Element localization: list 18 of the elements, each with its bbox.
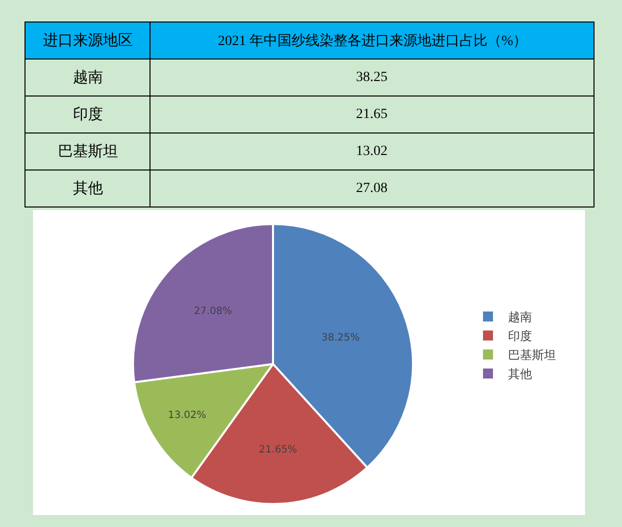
legend-label: 其他 [508, 367, 532, 382]
legend-label: 越南 [508, 310, 532, 324]
text: 13.02 [356, 144, 388, 159]
text: 进口来源地区 [43, 32, 133, 49]
text: 27.08 [356, 181, 388, 196]
category-label: 越南 [73, 70, 103, 86]
data-label: 38.25% [321, 332, 360, 344]
category-label: 巴基斯坦 [58, 144, 118, 160]
text: 21.65 [356, 107, 388, 122]
data-label: 27.08% [194, 306, 232, 317]
chart-title: 2021 年中国纱线染整各进口来源地进口占比（%） [218, 33, 528, 49]
data-label: 13.02% [168, 410, 206, 421]
slice-label: 其他 [73, 180, 103, 197]
text: 38.25 [356, 70, 388, 85]
data-label: 21.65% [258, 444, 298, 456]
category-label: 印度 [73, 107, 103, 123]
legend-label: 印度 [508, 329, 532, 344]
legend-label: 巴基斯坦 [508, 348, 556, 362]
